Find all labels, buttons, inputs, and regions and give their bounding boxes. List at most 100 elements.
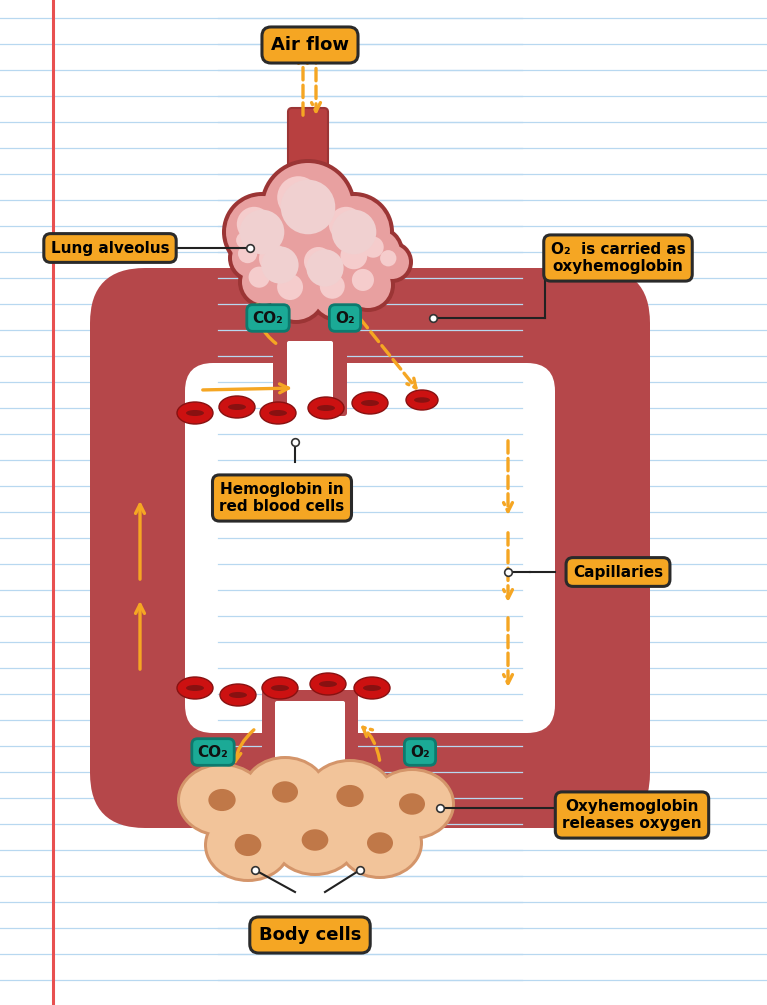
Circle shape xyxy=(308,262,368,322)
Ellipse shape xyxy=(272,781,298,803)
Text: Capillaries: Capillaries xyxy=(573,565,663,580)
Ellipse shape xyxy=(229,692,247,698)
Circle shape xyxy=(356,230,400,274)
Circle shape xyxy=(328,230,392,294)
Circle shape xyxy=(259,244,288,272)
Ellipse shape xyxy=(317,405,335,411)
Ellipse shape xyxy=(269,410,287,416)
Circle shape xyxy=(226,196,298,268)
Ellipse shape xyxy=(245,759,325,825)
Ellipse shape xyxy=(204,808,292,882)
Ellipse shape xyxy=(367,832,393,853)
Text: CO₂: CO₂ xyxy=(198,745,229,760)
Ellipse shape xyxy=(414,397,430,403)
Ellipse shape xyxy=(260,402,296,424)
Circle shape xyxy=(306,249,344,286)
Ellipse shape xyxy=(207,811,289,879)
Ellipse shape xyxy=(310,673,346,695)
Ellipse shape xyxy=(399,793,425,815)
Ellipse shape xyxy=(220,684,256,706)
Circle shape xyxy=(262,246,298,283)
Circle shape xyxy=(231,227,265,261)
Circle shape xyxy=(250,235,310,295)
Circle shape xyxy=(260,159,356,255)
FancyBboxPatch shape xyxy=(262,690,358,816)
Circle shape xyxy=(352,226,404,278)
Circle shape xyxy=(352,269,374,291)
Circle shape xyxy=(345,262,391,308)
Ellipse shape xyxy=(271,685,289,691)
FancyBboxPatch shape xyxy=(287,341,333,425)
Circle shape xyxy=(232,238,272,278)
Circle shape xyxy=(249,266,270,287)
FancyBboxPatch shape xyxy=(275,701,345,795)
Ellipse shape xyxy=(352,392,388,414)
Ellipse shape xyxy=(186,410,204,416)
Circle shape xyxy=(277,176,319,218)
Circle shape xyxy=(277,274,303,300)
Ellipse shape xyxy=(274,807,356,873)
Ellipse shape xyxy=(354,677,390,699)
Ellipse shape xyxy=(308,397,344,419)
Ellipse shape xyxy=(337,785,364,807)
Ellipse shape xyxy=(186,685,204,691)
Circle shape xyxy=(291,234,359,302)
Text: CO₂: CO₂ xyxy=(252,311,283,326)
Ellipse shape xyxy=(177,763,267,837)
Text: Lung alveolus: Lung alveolus xyxy=(51,240,170,255)
Circle shape xyxy=(295,238,355,298)
Circle shape xyxy=(332,234,388,290)
Circle shape xyxy=(242,260,286,304)
Ellipse shape xyxy=(337,807,423,879)
Ellipse shape xyxy=(177,402,213,424)
FancyBboxPatch shape xyxy=(273,315,347,416)
Ellipse shape xyxy=(301,829,328,850)
Ellipse shape xyxy=(177,677,213,699)
Ellipse shape xyxy=(235,834,262,856)
FancyBboxPatch shape xyxy=(185,363,555,733)
Ellipse shape xyxy=(219,396,255,418)
Ellipse shape xyxy=(242,756,328,828)
Circle shape xyxy=(236,232,252,248)
Circle shape xyxy=(318,196,390,268)
Circle shape xyxy=(331,210,377,254)
Circle shape xyxy=(239,210,285,254)
Circle shape xyxy=(329,207,364,241)
Circle shape xyxy=(222,192,302,272)
Circle shape xyxy=(281,180,335,234)
Ellipse shape xyxy=(305,759,395,833)
Ellipse shape xyxy=(262,677,298,699)
FancyBboxPatch shape xyxy=(288,108,328,221)
Circle shape xyxy=(363,236,384,257)
Ellipse shape xyxy=(372,771,452,837)
Circle shape xyxy=(320,273,344,298)
Circle shape xyxy=(312,266,364,318)
Ellipse shape xyxy=(308,762,392,830)
Circle shape xyxy=(314,192,394,272)
Ellipse shape xyxy=(369,768,455,840)
Ellipse shape xyxy=(319,681,337,687)
Circle shape xyxy=(264,163,352,251)
Text: Air flow: Air flow xyxy=(271,36,349,54)
Text: Body cells: Body cells xyxy=(258,926,361,944)
Circle shape xyxy=(341,258,395,312)
Circle shape xyxy=(265,262,327,324)
Circle shape xyxy=(246,231,314,299)
Circle shape xyxy=(269,266,323,320)
Text: O₂: O₂ xyxy=(410,745,430,760)
Ellipse shape xyxy=(228,404,246,410)
Circle shape xyxy=(238,244,257,263)
Circle shape xyxy=(304,247,333,275)
Ellipse shape xyxy=(363,685,381,691)
Circle shape xyxy=(380,250,397,266)
Ellipse shape xyxy=(406,390,438,410)
Circle shape xyxy=(341,242,367,269)
Circle shape xyxy=(237,207,272,241)
Ellipse shape xyxy=(180,766,264,834)
Text: Oxyhemoglobin
releases oxygen: Oxyhemoglobin releases oxygen xyxy=(562,799,702,831)
FancyBboxPatch shape xyxy=(90,268,650,828)
Text: Hemoglobin in
red blood cells: Hemoglobin in red blood cells xyxy=(219,481,344,515)
Ellipse shape xyxy=(340,810,420,876)
Circle shape xyxy=(375,245,409,279)
Circle shape xyxy=(227,223,269,265)
